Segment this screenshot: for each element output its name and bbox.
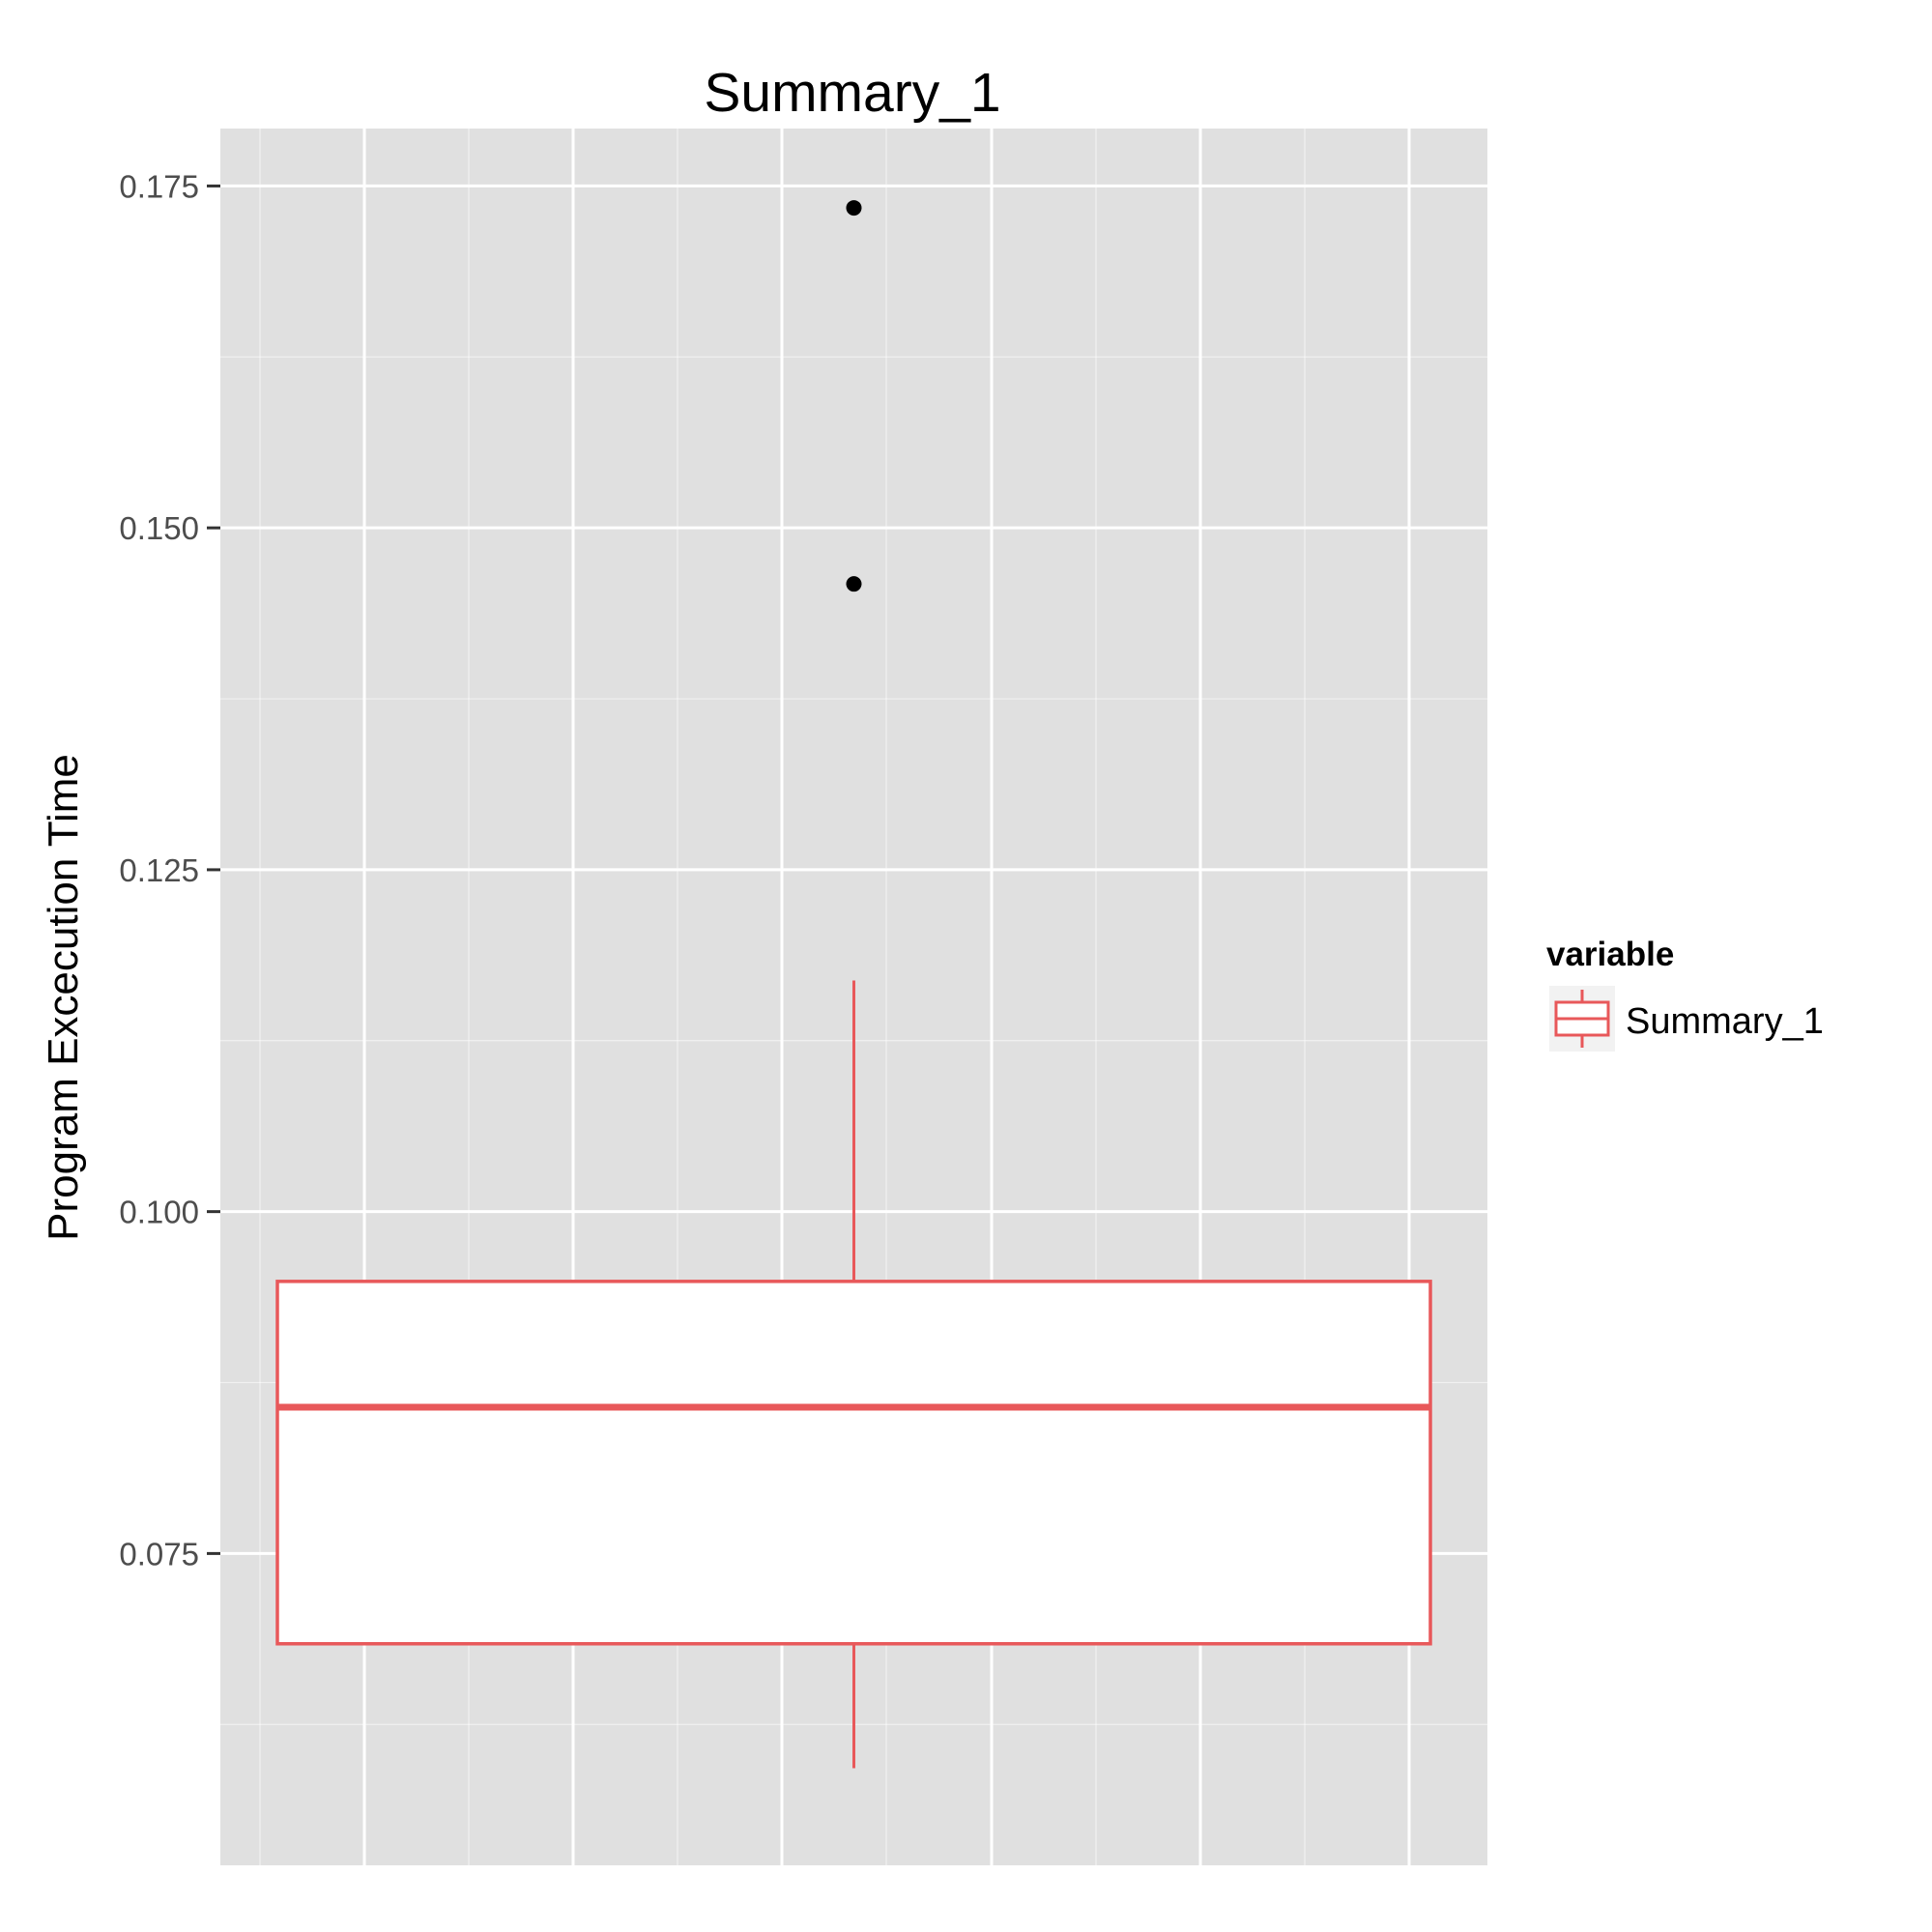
iqr-box: [275, 1280, 1432, 1646]
y-tick-label-1: 0.100: [119, 1195, 199, 1230]
legend: variable Summary_1: [1546, 936, 1824, 1052]
legend-title: variable: [1546, 936, 1674, 973]
y-tick-label-0: 0.075: [119, 1536, 199, 1572]
y-axis-label: Program Excecution Time: [40, 754, 87, 1241]
y-tick-label-3: 0.150: [119, 510, 199, 546]
y-tick-label-4: 0.175: [119, 168, 199, 204]
outlier-point-1: [846, 200, 862, 216]
y-tick-label-2: 0.125: [119, 852, 199, 888]
box-layer: [275, 200, 1432, 1769]
legend-entry-summary-1: Summary_1: [1626, 1001, 1824, 1042]
outlier-point-0: [846, 576, 862, 592]
y-axis: 0.075 0.100 0.125 0.150 0.175: [119, 168, 220, 1572]
chart-title: Summary_1: [704, 62, 1000, 124]
